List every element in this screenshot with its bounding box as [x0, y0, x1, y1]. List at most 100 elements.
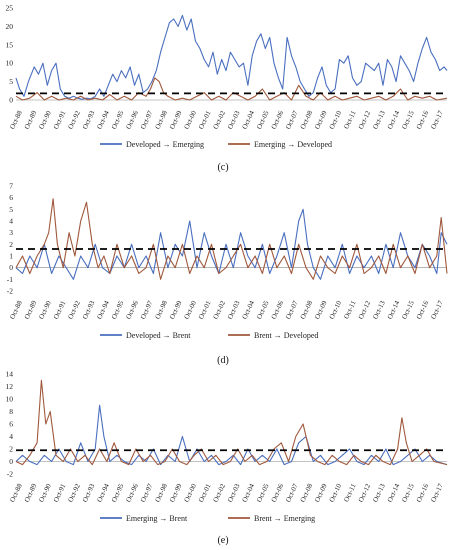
- x-tick-label: Oct-94: [95, 482, 111, 503]
- x-tick-label: Oct-01: [197, 109, 213, 130]
- y-tick-label: 4: [9, 217, 13, 226]
- y-tick-label: 2: [9, 445, 13, 454]
- y-tick-label: 20: [6, 22, 14, 31]
- x-tick-label: Oct-89: [23, 482, 39, 503]
- series-line-2: [15, 379, 448, 466]
- x-tick-label: Oct-97: [139, 482, 155, 503]
- x-tick-label: Oct-10: [328, 482, 344, 503]
- y-tick-label: 25: [6, 4, 14, 13]
- x-tick-label: Oct-95: [110, 109, 126, 130]
- x-tick-label: Oct-96: [124, 299, 140, 320]
- y-tick-label: 6: [9, 193, 13, 202]
- x-tick-label: Oct-90: [37, 482, 53, 503]
- x-tick-label: Oct-14: [386, 299, 402, 320]
- x-tick-label: Oct-11: [342, 482, 358, 503]
- x-tick-label: Oct-92: [66, 299, 82, 320]
- x-tick-label: Oct-07: [284, 482, 300, 503]
- x-tick-label: Oct-90: [37, 109, 53, 130]
- x-tick-label: Oct-96: [124, 482, 140, 503]
- x-tick-label: Oct-03: [226, 109, 242, 130]
- y-tick-label: 12: [6, 382, 14, 391]
- x-tick-label: Oct-02: [212, 109, 228, 130]
- x-tick-label: Oct-99: [168, 299, 184, 320]
- y-tick-label: 0: [9, 457, 13, 466]
- series-line-1: [15, 404, 448, 466]
- x-tick-label: Oct-93: [81, 482, 97, 503]
- y-tick-label: 4: [9, 432, 13, 441]
- x-tick-label: Oct-11: [342, 299, 358, 320]
- panel-caption: (e): [217, 535, 228, 546]
- x-tick-label: Oct-98: [154, 109, 170, 130]
- x-tick-label: Oct-00: [183, 299, 199, 320]
- x-tick-label: Oct-96: [124, 109, 140, 130]
- x-tick-label: Oct-12: [357, 299, 373, 320]
- panel-caption: (c): [217, 162, 228, 173]
- legend-label-2: Emerging → Developed: [254, 140, 332, 149]
- x-tick-label: Oct-94: [95, 299, 111, 320]
- x-tick-label: Oct-95: [110, 482, 126, 503]
- y-tick-label: 6: [9, 420, 13, 429]
- x-tick-label: Oct-05: [255, 299, 271, 320]
- x-tick-label: Oct-05: [255, 482, 271, 503]
- x-tick-label: Oct-92: [66, 109, 82, 130]
- x-tick-label: Oct-91: [52, 482, 68, 503]
- y-tick-label: 1: [9, 252, 13, 261]
- x-tick-label: Oct-06: [270, 109, 286, 130]
- y-tick-label: 3: [9, 228, 13, 237]
- y-tick-label: -2: [7, 287, 13, 296]
- x-tick-label: Oct-09: [313, 482, 329, 503]
- x-tick-label: Oct-01: [197, 482, 213, 503]
- x-tick-label: Oct-97: [139, 109, 155, 130]
- x-tick-label: Oct-14: [386, 482, 402, 503]
- x-tick-label: Oct-10: [328, 299, 344, 320]
- x-tick-label: Oct-91: [52, 109, 68, 130]
- legend-label-2: Brent → Emerging: [254, 514, 315, 523]
- y-tick-label: -1: [7, 275, 13, 284]
- x-tick-label: Oct-16: [415, 482, 431, 503]
- x-tick-label: Oct-17: [429, 109, 445, 130]
- x-tick-label: Oct-92: [66, 482, 82, 503]
- x-tick-label: Oct-89: [23, 109, 39, 130]
- x-tick-label: Oct-99: [168, 109, 184, 130]
- y-tick-label: 5: [9, 77, 13, 86]
- x-tick-label: Oct-08: [299, 109, 315, 130]
- y-tick-label: 2: [9, 240, 13, 249]
- x-tick-label: Oct-14: [386, 109, 402, 130]
- x-tick-label: Oct-95: [110, 299, 126, 320]
- x-tick-label: Oct-06: [270, 482, 286, 503]
- x-tick-label: Oct-05: [255, 109, 271, 130]
- x-tick-label: Oct-08: [299, 482, 315, 503]
- x-tick-label: Oct-04: [241, 109, 257, 130]
- x-tick-label: Oct-03: [226, 299, 242, 320]
- x-tick-label: Oct-97: [139, 299, 155, 320]
- x-tick-label: Oct-07: [284, 299, 300, 320]
- x-tick-label: Oct-03: [226, 482, 242, 503]
- x-tick-label: Oct-16: [415, 299, 431, 320]
- y-tick-label: 0: [9, 263, 13, 272]
- x-tick-label: Oct-00: [183, 109, 199, 130]
- series-line-2: [15, 77, 448, 101]
- x-tick-label: Oct-13: [371, 109, 387, 130]
- y-tick-label: 7: [9, 182, 13, 191]
- panel-c: 0 5 10 15 20 25 Oct-88 Oct-89 Oct-90 Oct-91 Oct-92…: [6, 4, 448, 173]
- x-tick-label: Oct-88: [8, 482, 24, 503]
- x-tick-label: Oct-88: [8, 299, 24, 320]
- y-tick-label: 0: [9, 96, 13, 105]
- x-tick-label: Oct-02: [212, 299, 228, 320]
- x-tick-label: Oct-09: [313, 109, 329, 130]
- y-tick-label: 14: [6, 370, 14, 379]
- x-tick-label: Oct-00: [183, 482, 199, 503]
- y-tick-label: -2: [7, 470, 13, 479]
- x-tick-label: Oct-10: [328, 109, 344, 130]
- panel-caption: (d): [217, 355, 229, 366]
- series-line-2: [15, 198, 448, 280]
- x-tick-label: Oct-01: [197, 299, 213, 320]
- x-tick-label: Oct-99: [168, 482, 184, 503]
- y-tick-label: 8: [9, 407, 13, 416]
- x-tick-label: Oct-04: [241, 482, 257, 503]
- x-tick-label: Oct-02: [212, 482, 228, 503]
- x-tick-label: Oct-15: [400, 109, 416, 130]
